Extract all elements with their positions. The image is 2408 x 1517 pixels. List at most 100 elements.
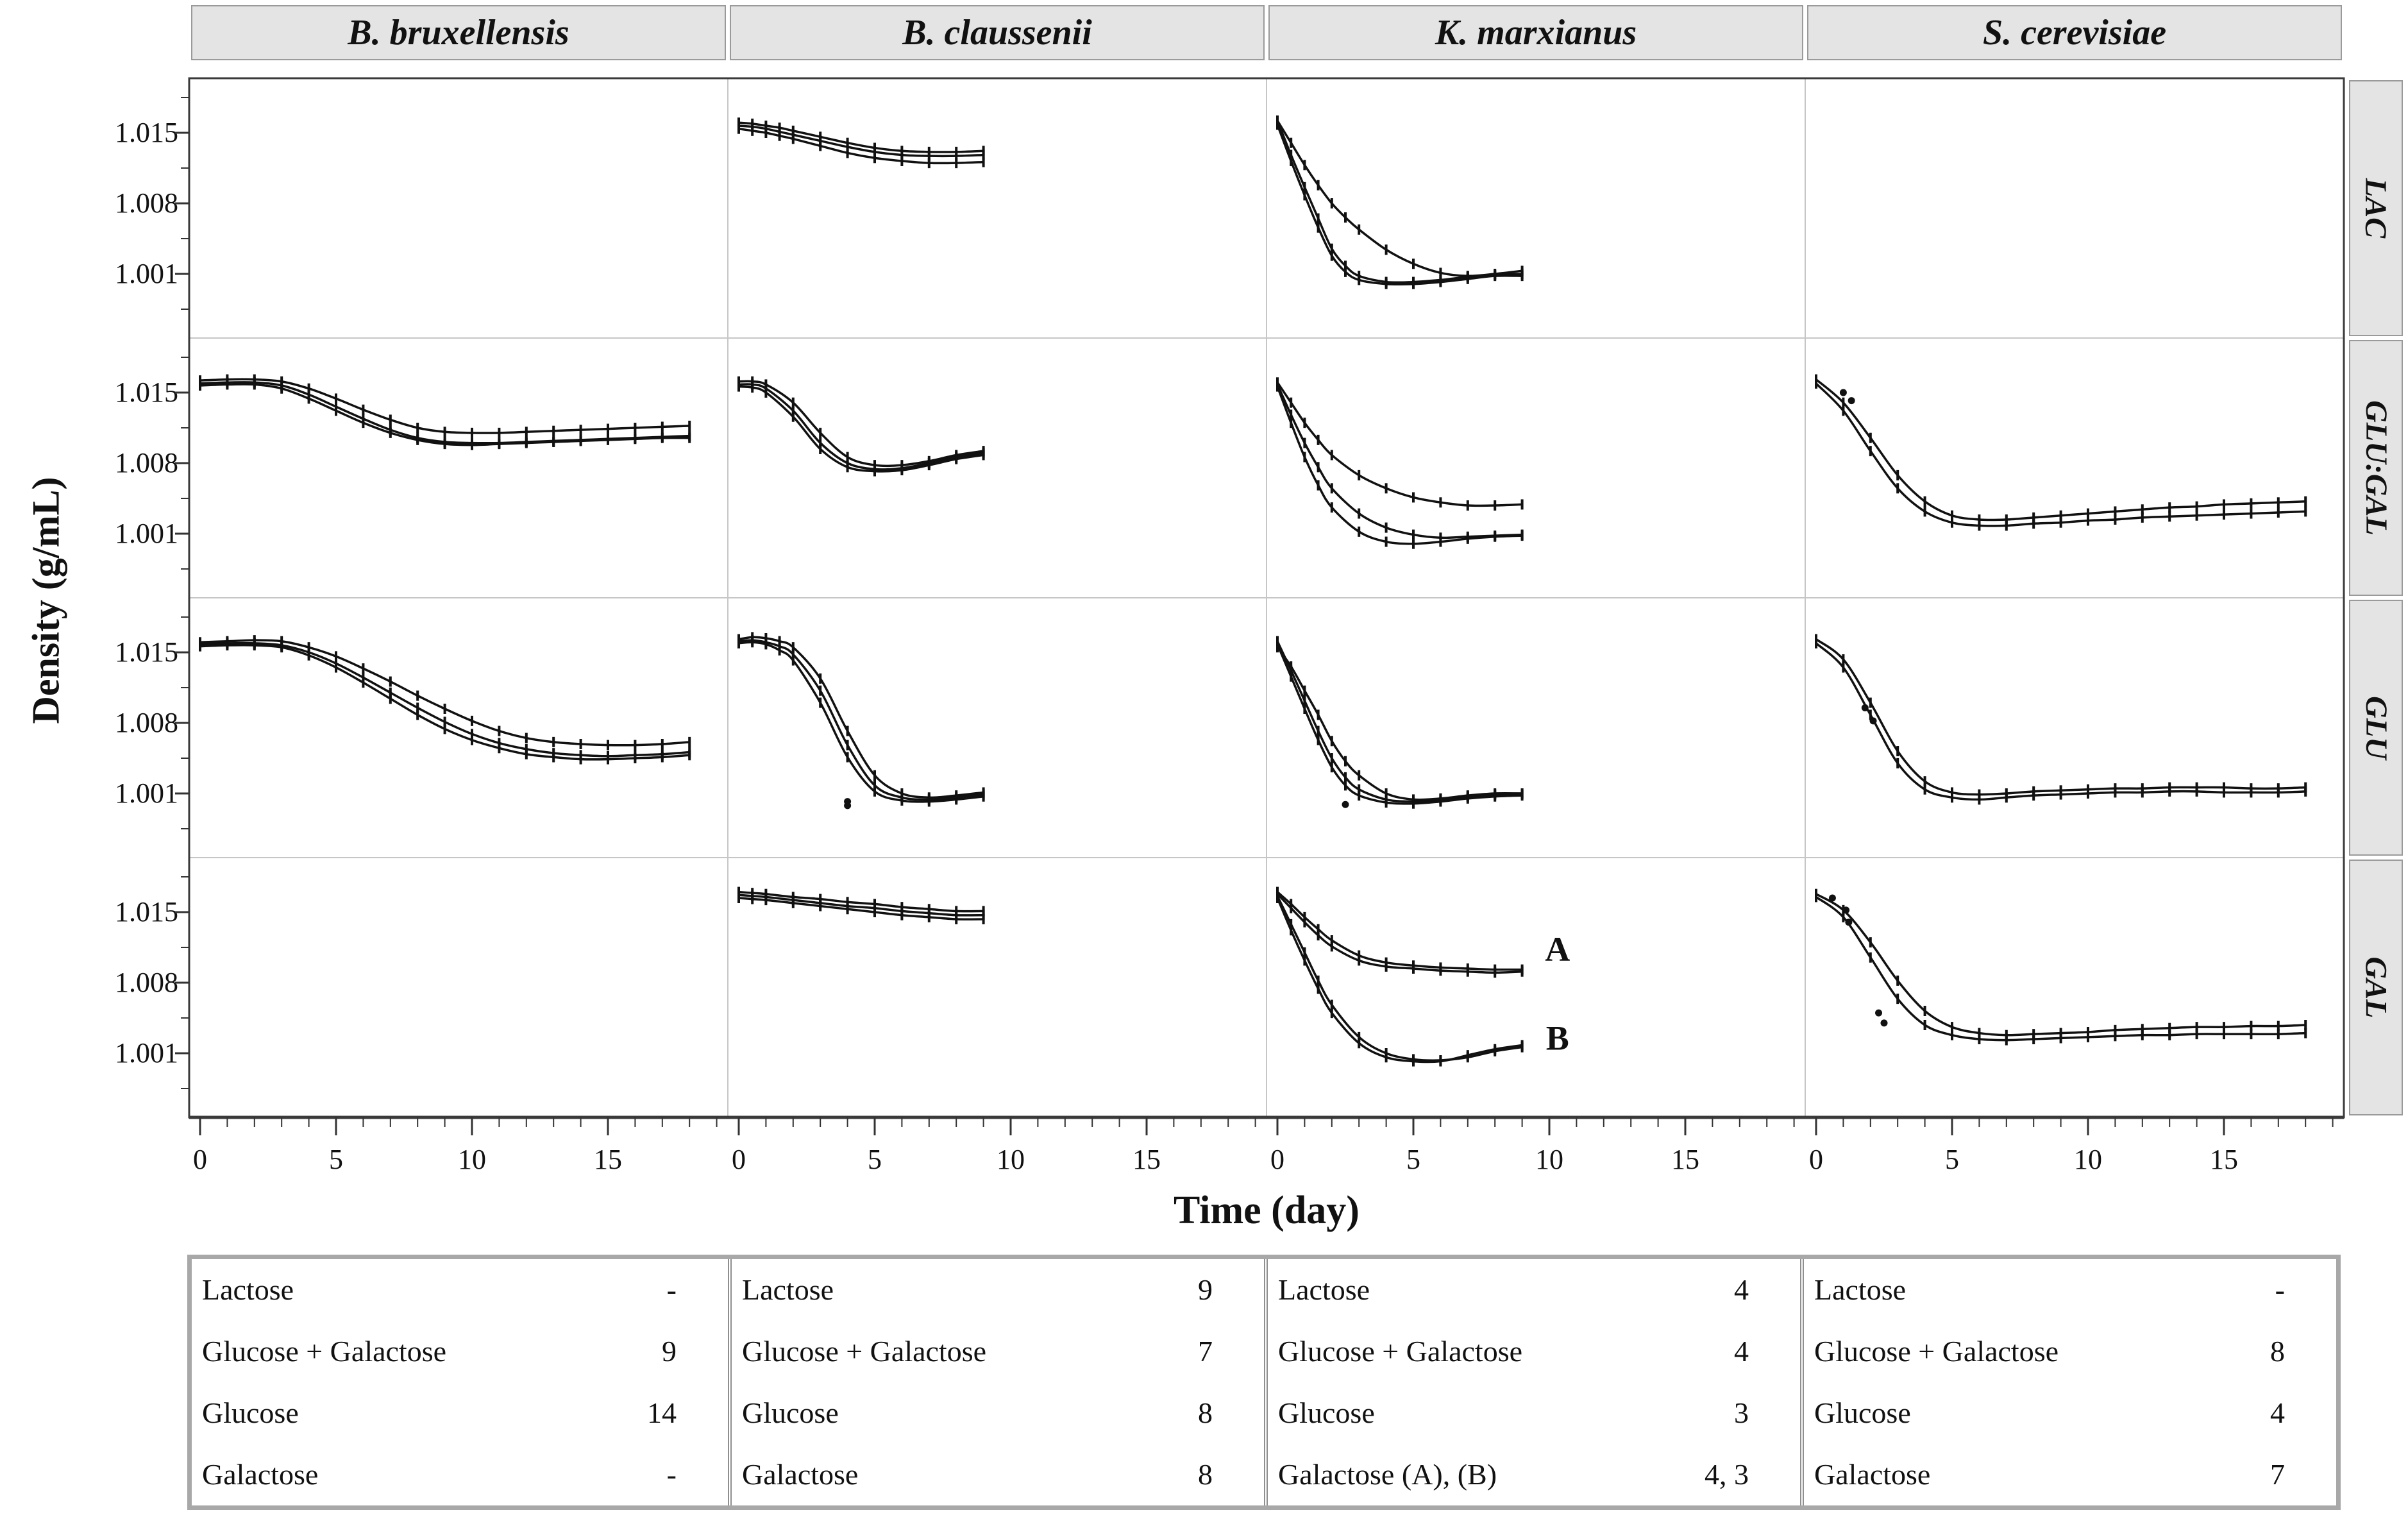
data-marker	[1439, 1056, 1442, 1067]
data-marker	[737, 638, 740, 648]
y-tick-label: 1.015	[115, 377, 178, 408]
data-marker	[525, 733, 528, 743]
table-section-b-claussenii: Lactose 9 Glucose + Galactose 7 Glucose 8 G…	[728, 1259, 1264, 1505]
data-marker	[1290, 671, 1293, 682]
data-marker	[1303, 704, 1306, 714]
days-value: 8	[1198, 1458, 1213, 1491]
curve	[1815, 893, 2306, 1037]
data-marker	[1520, 530, 1524, 541]
curve	[1276, 124, 1522, 286]
table-row: Galactose (A), (B) 4, 3	[1268, 1444, 1800, 1505]
data-marker	[443, 439, 446, 450]
data-marker	[389, 427, 392, 438]
data-marker	[2059, 510, 2062, 521]
table-row: Glucose 3	[1268, 1382, 1800, 1444]
data-marker	[1358, 955, 1361, 966]
column-header-label: S. cerevisiae	[1982, 13, 2167, 53]
curve	[1276, 384, 1522, 539]
data-marker	[2059, 1033, 2062, 1044]
data-marker	[955, 794, 958, 805]
data-marker	[873, 770, 876, 781]
data-marker	[955, 914, 958, 924]
x-tick-label: 0	[193, 1144, 207, 1175]
data-marker	[1330, 483, 1333, 494]
data-marker	[737, 381, 740, 392]
data-marker	[1317, 213, 1320, 224]
data-marker	[2141, 512, 2144, 523]
data-marker	[791, 411, 795, 422]
data-marker	[1842, 405, 1845, 416]
column-header-b-claussenii: B. claussenii	[730, 5, 1265, 60]
scatter-point	[844, 802, 852, 809]
sugar-label: Lactose	[202, 1273, 294, 1306]
column-header-label: K. marxianus	[1435, 13, 1637, 53]
data-marker	[1842, 662, 1845, 673]
data-marker	[607, 423, 609, 434]
sugar-label: Glucose + Galactose	[742, 1335, 987, 1368]
x-tick-label: 10	[997, 1144, 1025, 1175]
data-marker	[846, 452, 849, 462]
y-tick-label: 1.015	[115, 636, 178, 668]
curve	[1276, 120, 1522, 277]
data-marker	[1439, 965, 1442, 976]
data-marker	[2032, 790, 2035, 801]
data-marker	[1466, 271, 1469, 282]
data-marker	[2195, 1022, 2198, 1033]
data-marker	[737, 123, 740, 134]
column-header-label: B. bruxellensis	[348, 13, 569, 53]
data-marker	[1869, 709, 1872, 720]
data-marker	[1896, 746, 1899, 756]
data-marker	[1412, 492, 1415, 503]
days-value: 9	[1198, 1273, 1213, 1306]
scatter-point	[1842, 906, 1850, 914]
x-tick-label: 5	[329, 1144, 343, 1175]
data-marker	[1923, 496, 1926, 507]
data-marker	[2195, 1029, 2198, 1040]
data-marker	[661, 752, 664, 763]
data-marker	[498, 427, 501, 438]
data-marker	[2277, 1021, 2280, 1031]
data-marker	[1951, 1022, 1953, 1033]
y-tick-label: 1.008	[115, 447, 178, 479]
data-marker	[1303, 685, 1306, 696]
sugar-label: Glucose	[742, 1396, 839, 1429]
data-marker	[552, 736, 555, 747]
data-marker	[2087, 515, 2089, 526]
data-marker	[1385, 1052, 1388, 1063]
table-row: Lactose -	[1804, 1259, 2336, 1321]
curve	[1276, 897, 1522, 1064]
data-marker	[1412, 529, 1415, 540]
data-marker	[900, 156, 904, 166]
data-marker	[846, 725, 849, 736]
sugar-label: Glucose	[202, 1396, 299, 1429]
x-tick-label: 5	[1945, 1144, 1959, 1175]
data-marker	[2059, 517, 2062, 528]
data-marker	[362, 663, 365, 674]
data-marker	[1439, 536, 1442, 547]
data-marker	[226, 640, 229, 650]
days-value: -	[666, 1458, 677, 1491]
data-marker	[1290, 156, 1293, 166]
days-value: -	[666, 1273, 677, 1306]
data-marker	[1494, 967, 1497, 978]
row-label-lac: LAC	[2349, 80, 2403, 336]
data-marker	[2114, 787, 2117, 798]
data-marker	[873, 466, 876, 477]
data-marker	[2087, 788, 2089, 799]
data-marker	[1276, 381, 1279, 392]
scatter-point	[1848, 397, 1855, 405]
sugar-label: Glucose + Galactose	[1278, 1335, 1523, 1368]
curve	[1276, 893, 1522, 974]
data-marker	[2168, 786, 2171, 797]
data-marker	[1330, 935, 1333, 945]
data-marker	[778, 130, 781, 141]
data-marker	[1303, 190, 1306, 201]
data-marker	[1951, 792, 1953, 803]
scatter-point	[1839, 389, 1847, 396]
data-marker	[362, 418, 365, 428]
data-marker	[1896, 975, 1899, 986]
sugar-label: Galactose	[742, 1458, 859, 1491]
data-marker	[2032, 1034, 2035, 1044]
data-marker	[1358, 508, 1361, 519]
